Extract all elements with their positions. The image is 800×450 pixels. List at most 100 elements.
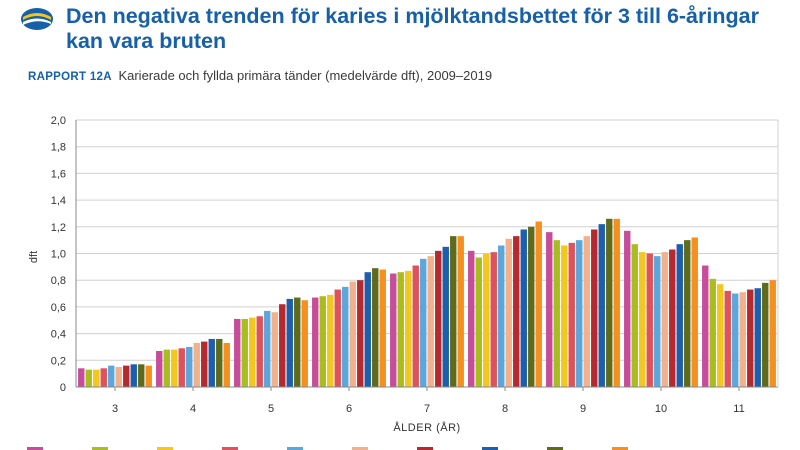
- bar: [591, 229, 598, 387]
- bar: [769, 280, 776, 387]
- legend-swatch: [157, 447, 173, 450]
- y-tick-label: 0,4: [51, 329, 66, 341]
- chart-subtitle: RAPPORT 12A Karierade och fyllda primära…: [28, 68, 492, 83]
- bar: [85, 369, 92, 387]
- bar: [606, 218, 613, 387]
- legend-swatch: [547, 447, 563, 450]
- bar: [724, 290, 731, 387]
- x-tick-label: 4: [190, 403, 196, 415]
- bar: [271, 312, 278, 387]
- bar: [475, 257, 482, 387]
- bar-chart: 0 0,2 0,4 0,6 0,8 1,0 1,2 1,4 1,6 1,8 2,0 3 4 5 6 7 8 9 10…: [27, 115, 779, 450]
- subtitle-text: Karierade och fyllda primära tänder (med…: [118, 68, 493, 83]
- bar: [294, 297, 301, 387]
- y-tick-label: 1,0: [51, 249, 66, 261]
- bar: [669, 249, 676, 387]
- bar: [301, 300, 308, 387]
- bar: [78, 368, 85, 387]
- bar: [178, 348, 185, 387]
- bar: [420, 258, 427, 387]
- bar: [334, 289, 341, 387]
- bar: [264, 310, 271, 387]
- bar: [163, 349, 170, 387]
- x-axis-label: ÅLDER (ÅR): [393, 421, 460, 434]
- bar: [249, 317, 256, 387]
- legend-swatch: [222, 447, 238, 450]
- y-tick-label: 1,6: [51, 168, 66, 180]
- legend-swatch: [482, 447, 498, 450]
- bar: [357, 280, 364, 387]
- bar: [156, 350, 163, 387]
- bar: [639, 252, 646, 387]
- bar: [379, 269, 386, 387]
- bar: [319, 296, 326, 387]
- bar: [535, 221, 542, 387]
- bar: [100, 368, 107, 387]
- bar: [108, 365, 115, 387]
- y-tick-label: 1,2: [51, 222, 66, 234]
- bar: [483, 253, 490, 387]
- bar: [427, 256, 434, 387]
- bar: [646, 253, 653, 387]
- bar: [576, 240, 583, 387]
- legend-swatch: [352, 447, 368, 450]
- bar: [732, 293, 739, 387]
- report-tag: RAPPORT 12A: [28, 71, 112, 83]
- bar: [130, 364, 137, 387]
- legend-swatch: [92, 447, 108, 450]
- y-axis-label: dft: [28, 251, 40, 263]
- bar: [709, 278, 716, 387]
- bar: [442, 246, 449, 387]
- y-tick-label: 0: [60, 382, 66, 394]
- bar: [223, 342, 230, 387]
- bar: [327, 294, 334, 387]
- y-tick-label: 0,8: [51, 275, 66, 287]
- bar: [364, 272, 371, 387]
- y-tick-label: 0,2: [51, 355, 66, 367]
- bar: [702, 265, 709, 387]
- bar: [754, 288, 761, 387]
- y-tick-label: 1,4: [51, 195, 66, 207]
- bar: [676, 244, 683, 387]
- bars: [78, 218, 776, 387]
- bar: [171, 349, 178, 387]
- bar: [93, 369, 100, 387]
- bar: [390, 273, 397, 387]
- bar: [691, 237, 698, 387]
- bar: [520, 229, 527, 387]
- bar: [193, 342, 200, 387]
- bar: [405, 270, 412, 387]
- bar: [241, 318, 248, 387]
- x-tick-label: 7: [424, 403, 430, 415]
- bar: [546, 232, 553, 387]
- x-tick-label: 5: [268, 403, 274, 415]
- bar: [684, 240, 691, 387]
- y-tick-label: 1,8: [51, 142, 66, 154]
- bar: [717, 284, 724, 387]
- bar: [349, 281, 356, 387]
- bar: [583, 236, 590, 387]
- x-tick-label: 9: [580, 403, 586, 415]
- x-tick-label: 8: [502, 403, 508, 415]
- y-tick-label: 2,0: [51, 115, 66, 127]
- page-title: Den negativa trenden för karies i mjölkt…: [66, 4, 759, 53]
- bar: [450, 236, 457, 387]
- bar: [186, 346, 193, 387]
- bar: [762, 282, 769, 387]
- bar: [342, 286, 349, 387]
- bar: [490, 252, 497, 387]
- bar: [123, 365, 130, 387]
- bar: [528, 226, 535, 387]
- bar: [498, 245, 505, 387]
- bar: [505, 238, 512, 387]
- bar: [739, 292, 746, 387]
- bar: [654, 256, 661, 387]
- bar: [138, 364, 145, 387]
- legend-swatch: [612, 447, 628, 450]
- bar: [747, 289, 754, 387]
- bar: [115, 366, 122, 387]
- bar: [613, 218, 620, 387]
- bar: [412, 265, 419, 387]
- bar: [208, 338, 215, 387]
- x-tick-label: 6: [346, 403, 352, 415]
